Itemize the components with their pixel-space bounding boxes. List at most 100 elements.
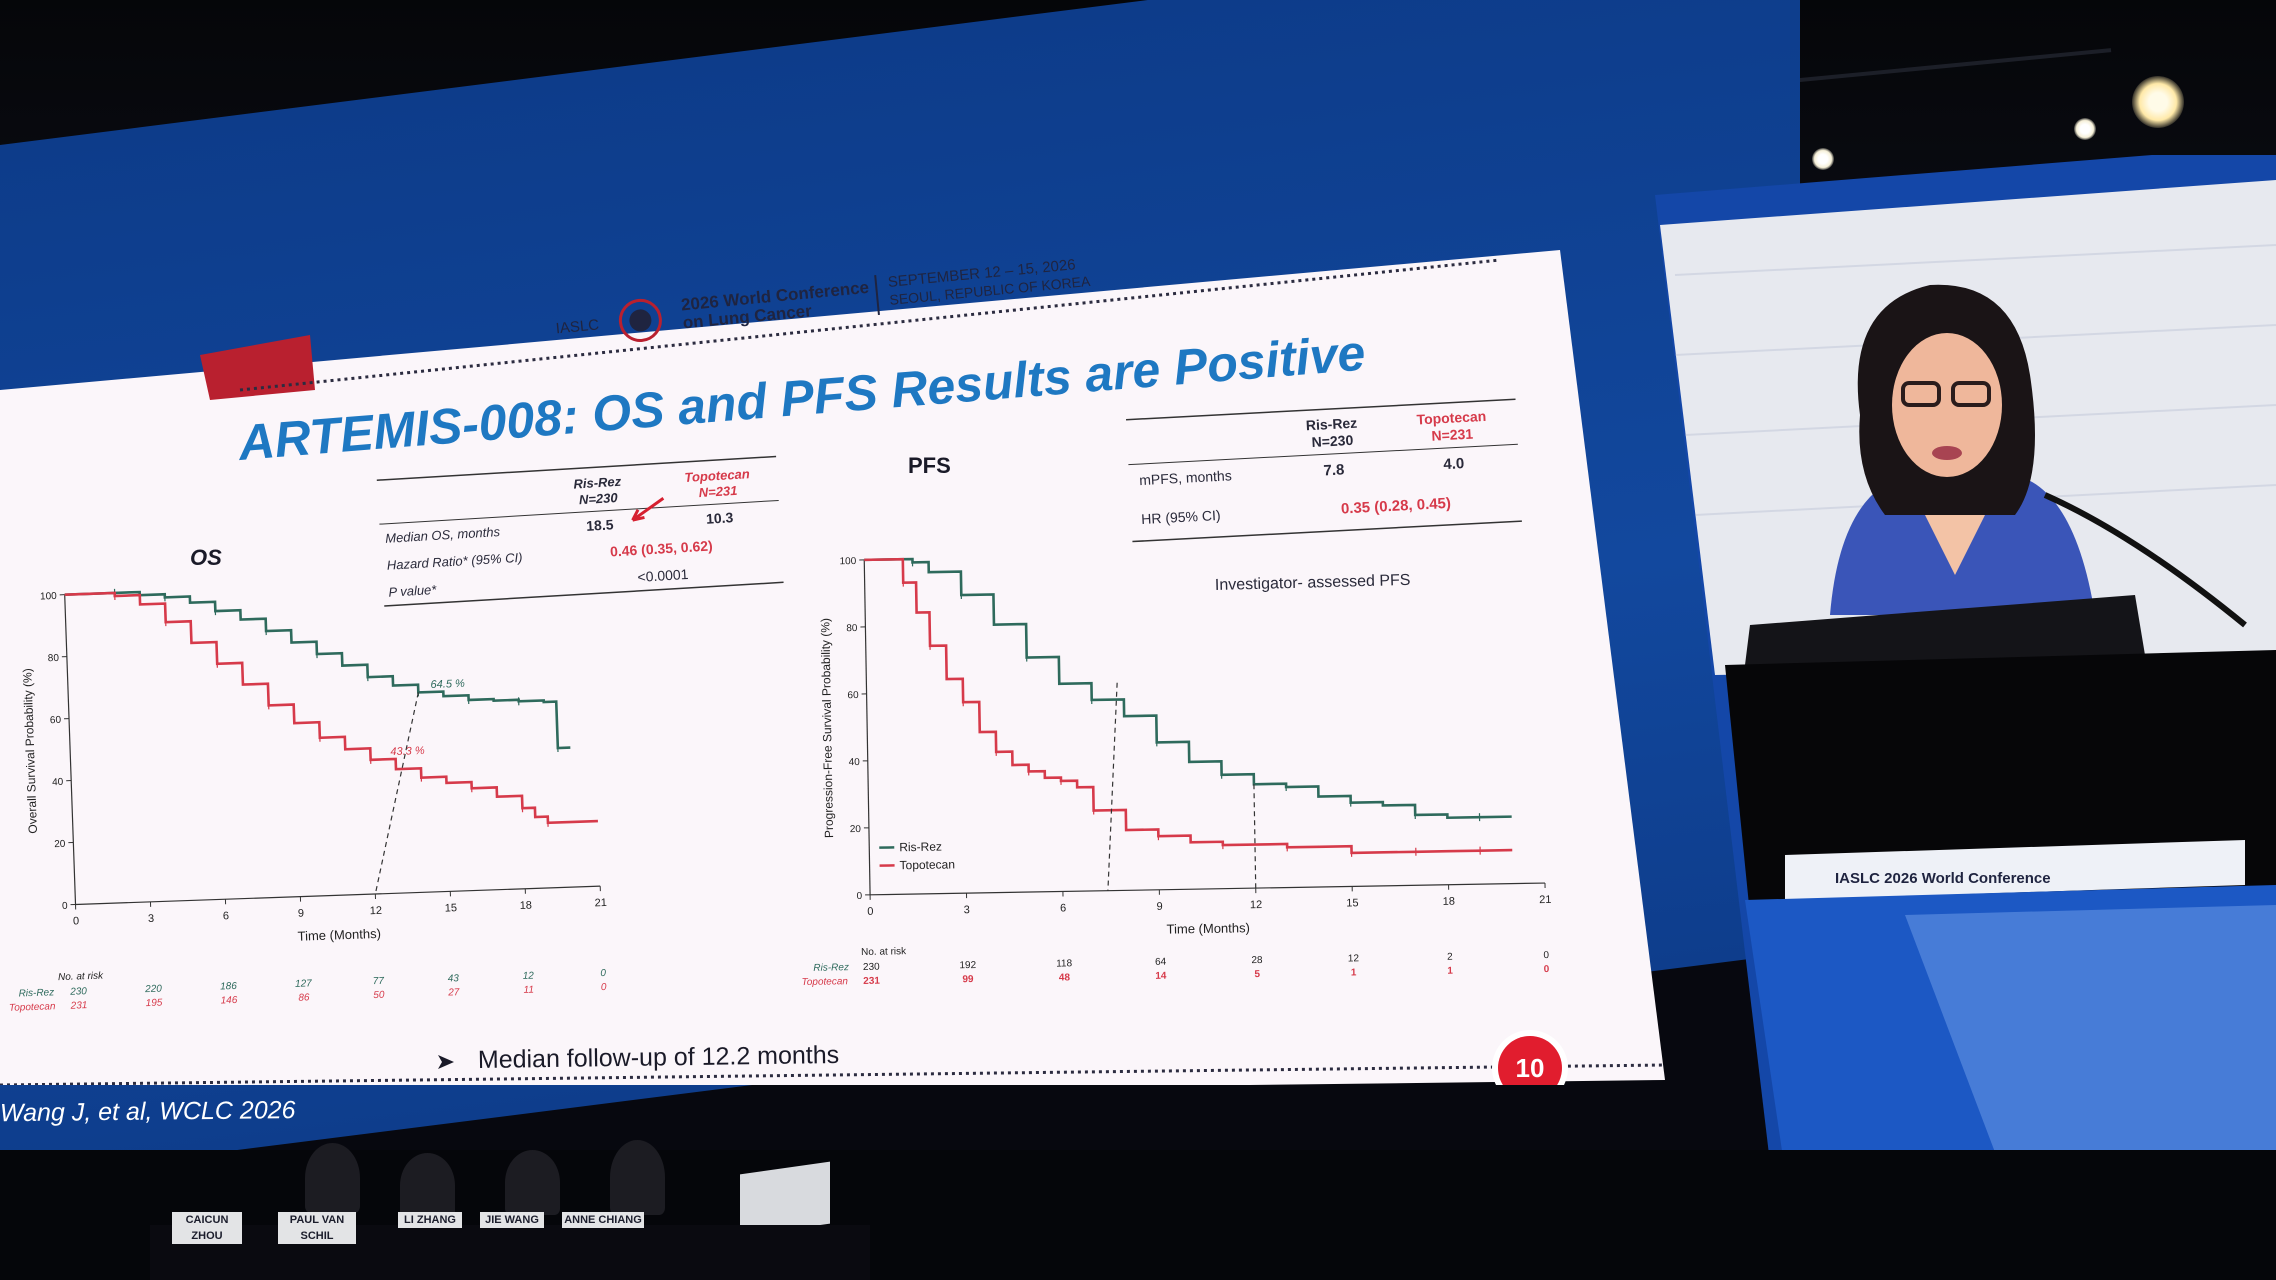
speaker-face <box>1892 333 2002 477</box>
pfs-risk-topotecan: 231 <box>863 976 880 987</box>
pfs-risk-risrez: 12 <box>1348 953 1360 964</box>
panelist <box>305 1143 360 1213</box>
pfs-arm2-header: Topotecan <box>1416 408 1486 428</box>
page-number: 10 <box>1516 1053 1545 1083</box>
pfs-x-tick-label: 18 <box>1443 896 1455 908</box>
os-x-tick-label: 21 <box>594 897 607 909</box>
os-x-tick-label: 18 <box>520 900 533 912</box>
os-risk-topotecan: 231 <box>70 1000 88 1012</box>
pfs-y-tick-label: 40 <box>849 757 861 768</box>
panelist <box>400 1153 455 1218</box>
pfs-risk-risrez: 28 <box>1251 955 1263 966</box>
pfs-risk-topotecan: 99 <box>962 974 974 985</box>
iaslc-logo-text: IASLC <box>555 316 600 337</box>
os-x-axis-label: Time (Months) <box>297 926 381 944</box>
os-arm1-header: Ris-Rez <box>573 474 622 492</box>
nameplate: LI ZHANG <box>398 1212 462 1228</box>
pfs-panel-label: PFS <box>908 453 951 478</box>
pfs-risk-topotecan: 0 <box>1544 964 1550 975</box>
lectern-banner <box>1785 840 2245 900</box>
os-risk-risrez: 220 <box>144 983 162 995</box>
os-x-tick-label: 12 <box>370 905 383 917</box>
nameplate: PAUL VAN SCHIL <box>278 1212 356 1244</box>
pfs-x-tick-label: 9 <box>1156 901 1162 913</box>
speaker-mouth <box>1932 446 1962 460</box>
pfs-y-axis <box>863 559 871 895</box>
pfs-x-axis-label: Time (Months) <box>1166 920 1250 936</box>
arrow-bullet-icon <box>438 1055 454 1069</box>
follow-up-text: Median follow-up of 12.2 months <box>478 1041 840 1074</box>
os-risk-risrez: 43 <box>448 973 460 984</box>
os-risk-label-risrez: Ris-Rez <box>18 987 54 999</box>
pfs-risk-risrez: 0 <box>1543 950 1549 961</box>
os-arm2-header: Topotecan <box>684 466 750 485</box>
slide-canvas: IASLC 2026 World Conference on Lung Canc… <box>0 190 1666 1106</box>
os-row-p-label: P value* <box>388 582 438 600</box>
os-row-hr-value: 0.46 (0.35, 0.62) <box>610 537 714 559</box>
pfs-risk-topotecan: 1 <box>1351 967 1357 978</box>
header-accent <box>200 335 315 400</box>
pfs-table-rule-mid <box>1128 443 1518 466</box>
os-x-tick-label: 3 <box>148 913 155 925</box>
pfs-x-tick-label: 3 <box>964 904 970 916</box>
speaker-video-canvas: IASLC 2026 World Conference <box>1655 145 2276 1205</box>
os-row-median-arm1: 18.5 <box>586 516 614 534</box>
os-risk-header: No. at risk <box>58 971 104 984</box>
os-median-marker <box>374 692 419 895</box>
os-risk-topotecan: 86 <box>298 992 310 1003</box>
pfs-risk-risrez: 118 <box>1056 958 1073 969</box>
header-dotted-line <box>239 258 1501 392</box>
pfs-risk-topotecan: 1 <box>1447 966 1453 977</box>
os-arm2-n: N=231 <box>698 483 737 500</box>
pfs-arm1-n: N=230 <box>1311 432 1354 450</box>
pfs-row-hr-label: HR (95% CI) <box>1141 507 1221 527</box>
os-risk-topotecan: 50 <box>373 990 385 1001</box>
pfs-summary-table: Ris-Rez N=230 Topotecan N=231 mPFS, mont… <box>1126 398 1522 543</box>
pfs-risk-topotecan: 5 <box>1254 969 1260 980</box>
red-arrow-icon <box>631 497 665 522</box>
pfs-risk-topotecan: 48 <box>1059 972 1071 983</box>
os-x-tick-label: 15 <box>445 902 458 914</box>
pfs-table-rule-bottom <box>1132 520 1522 543</box>
pfs-x-tick-label: 21 <box>1539 894 1551 906</box>
conference-seal-core <box>629 309 652 332</box>
conference-seal-icon <box>618 298 662 342</box>
os-risk-risrez: 0 <box>600 968 606 979</box>
pfs-legend-risrez: Ris-Rez <box>899 840 942 855</box>
stage-light <box>1812 148 1834 170</box>
os-row-p-value: <0.0001 <box>637 566 689 585</box>
os-panel-label: OS <box>190 545 222 570</box>
os-landmark-risrez: 64.5 % <box>430 678 465 691</box>
pfs-risk-risrez: 230 <box>863 962 880 973</box>
pfs-series-risrez-line <box>864 557 1512 820</box>
side-screen-glow <box>1905 905 2276 1205</box>
speaker-video-screen: IASLC 2026 World Conference <box>1655 145 2276 1205</box>
pfs-risk-label-risrez: Ris-Rez <box>813 962 849 974</box>
os-y-tick-label: 100 <box>40 591 57 603</box>
os-table-rule-mid <box>379 499 779 525</box>
pfs-x-tick-label: 12 <box>1250 899 1262 911</box>
pfs-risk-topotecan: 14 <box>1155 971 1167 982</box>
pfs-row-median-label: mPFS, months <box>1139 467 1232 488</box>
pfs-y-tick-label: 20 <box>850 824 862 835</box>
pfs-arm2-n: N=231 <box>1431 426 1474 444</box>
slide-background <box>0 250 1665 1100</box>
glasses-icon <box>1951 381 1991 407</box>
pfs-x-tick-label: 6 <box>1060 902 1066 914</box>
follow-up-bullet: Median follow-up of 12.2 months <box>438 1041 839 1074</box>
footer-dotted-line <box>0 1063 1666 1087</box>
os-y-tick-label: 60 <box>50 715 62 726</box>
os-risk-label-topotecan: Topotecan <box>9 1001 56 1014</box>
os-risk-risrez: 127 <box>295 978 312 990</box>
os-row-median-arm2: 10.3 <box>706 509 734 527</box>
pfs-risk-risrez: 64 <box>1155 957 1167 968</box>
os-risk-risrez: 77 <box>373 976 385 987</box>
panelist <box>505 1150 560 1215</box>
os-y-tick-label: 40 <box>52 777 64 788</box>
pfs-row-median-arm1: 7.8 <box>1323 461 1345 479</box>
pfs-risk-label-topotecan: Topotecan <box>802 976 849 988</box>
os-y-axis <box>64 594 77 905</box>
pfs-x-axis <box>870 882 1545 896</box>
pfs-risk-risrez: 2 <box>1447 952 1453 963</box>
